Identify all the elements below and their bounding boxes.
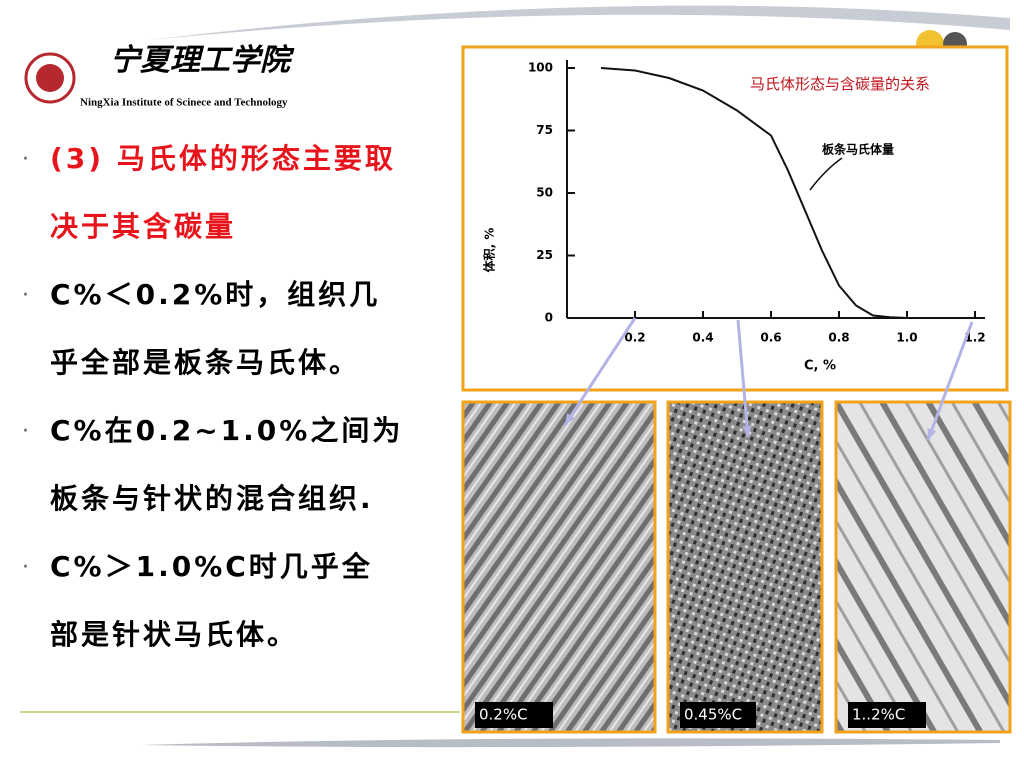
x-tick-label: 0.6 — [760, 331, 781, 345]
y-tick-label: 0 — [545, 311, 553, 325]
micrograph — [666, 400, 824, 734]
x-tick-label: 0.8 — [828, 331, 849, 345]
bullet-dot: · — [22, 419, 29, 444]
photo-label: 0.45%C — [684, 706, 742, 724]
annotation: 板条马氏体量 — [822, 142, 894, 157]
bottom-swoosh — [140, 738, 1000, 748]
x-tick-label: 1.2 — [964, 331, 985, 345]
top-swoosh — [150, 5, 1010, 40]
photo-label: 1..2%C — [852, 706, 905, 724]
bullet-dot: · — [22, 283, 29, 308]
bullet-text: 部是针状马氏体。 — [50, 618, 298, 651]
arrow-head — [742, 425, 752, 437]
photo-label-bg — [680, 702, 756, 728]
chart-title: 马氏体形态与含碳量的关系 — [750, 75, 930, 93]
micrograph — [461, 400, 657, 734]
arrow — [926, 321, 974, 441]
school-name-cn: 宁夏理工学院 — [110, 43, 295, 78]
x-tick-label: 0.4 — [692, 331, 713, 345]
bullet-text: 乎全部是板条马氏体。 — [50, 346, 360, 379]
bullet-dot: · — [22, 147, 29, 172]
photo-label-bg — [848, 702, 926, 728]
y-tick-label: 50 — [536, 186, 553, 200]
bullet-text: C%＞1.0%C时几乎全 — [50, 550, 373, 583]
bullet-text: 决于其含碳量 — [50, 210, 236, 243]
arrow-head — [565, 413, 575, 425]
photo-label-bg — [475, 702, 553, 728]
x-tick-label: 0.2 — [624, 331, 645, 345]
arrow — [736, 319, 750, 438]
y-tick-label: 75 — [536, 123, 553, 137]
y-tick-label: 100 — [528, 61, 553, 75]
school-logo — [36, 64, 64, 92]
bullet-text: 板条与针状的混合组织. — [50, 482, 374, 515]
annotation-leader — [809, 157, 843, 191]
micrograph — [834, 400, 1012, 734]
photo-label: 0.2%C — [479, 706, 528, 724]
school-name-en: NingXia Institute of Scinece and Technol… — [80, 97, 288, 109]
arrow — [563, 317, 637, 426]
bullet-dot: · — [22, 555, 29, 580]
x-axis-label: C, % — [804, 359, 836, 374]
data-line — [600, 67, 908, 319]
y-tick-label: 25 — [536, 248, 553, 262]
chart-frame — [461, 45, 1009, 392]
x-tick-label: 1.0 — [896, 331, 917, 345]
bullet-text: C%在0.2~1.0%之间为 — [50, 414, 403, 447]
arrow-head — [927, 428, 937, 440]
bullet-text: (3) 马氏体的形态主要取 — [50, 142, 396, 175]
y-axis-label: 体积, % — [482, 228, 497, 273]
bullet-text: C%＜0.2%时，组织几 — [50, 278, 380, 311]
